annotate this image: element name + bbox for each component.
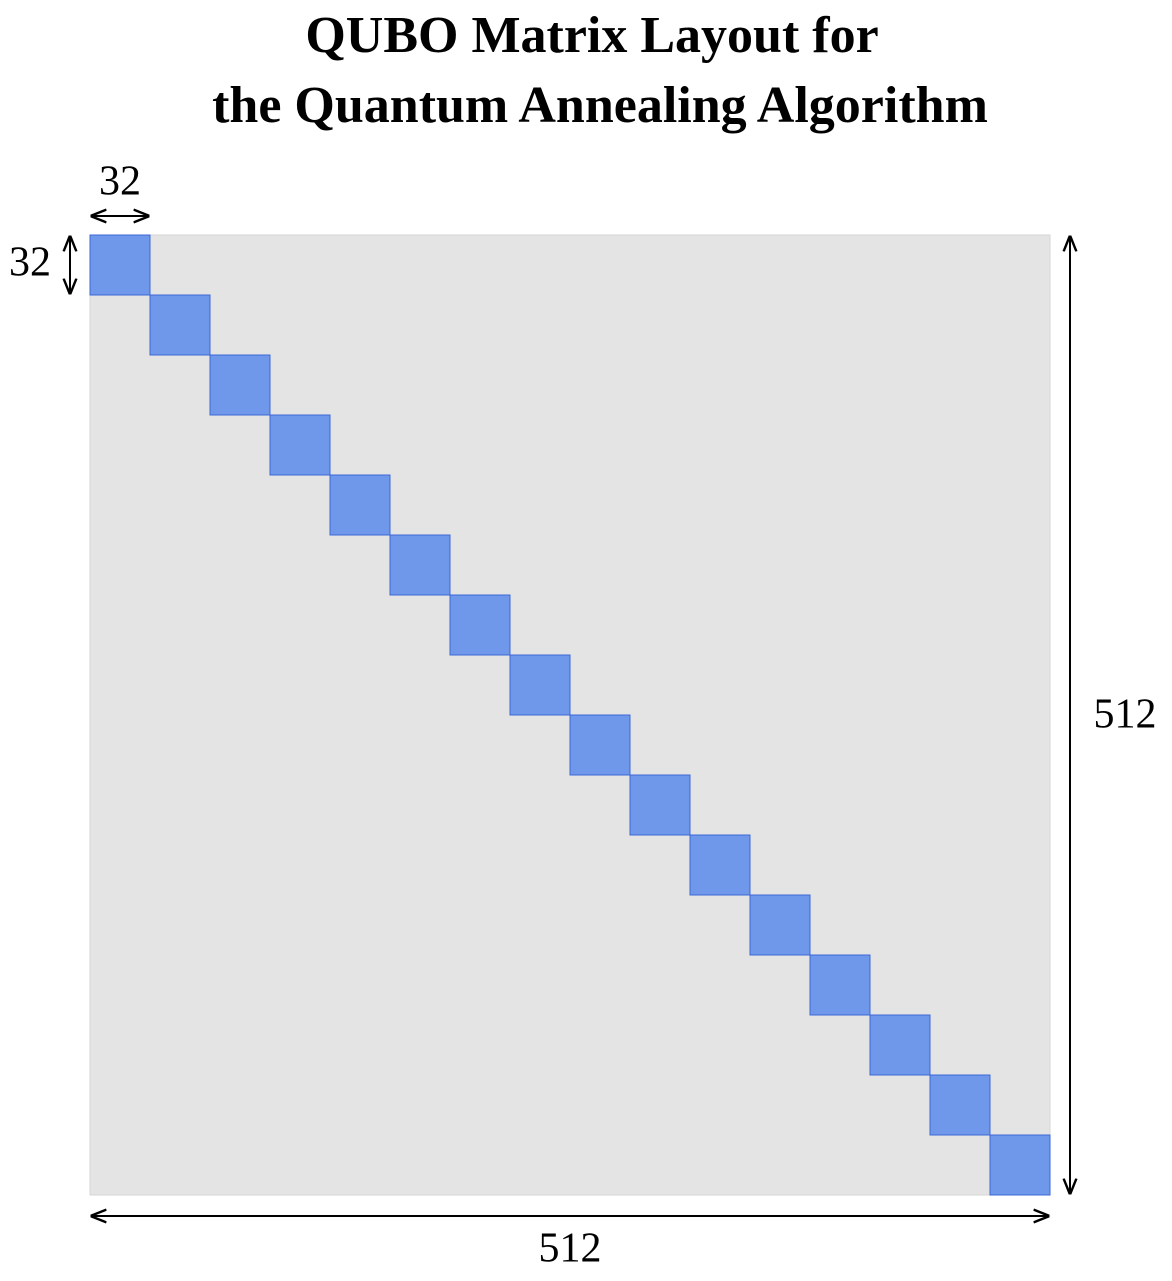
diagonal-block — [929, 1074, 991, 1136]
matrix-width-label: 512 — [539, 1226, 602, 1272]
title-line: QUBO Matrix Layout for — [305, 7, 878, 64]
diagonal-block — [509, 654, 571, 716]
diagonal-block — [449, 594, 511, 656]
diagonal-block — [89, 234, 151, 296]
diagonal-block — [329, 474, 391, 536]
diagonal-block — [569, 714, 631, 776]
diagonal-block — [989, 1134, 1051, 1196]
diagonal-block — [209, 354, 271, 416]
diagonal-block — [389, 534, 451, 596]
block-height-label: 32 — [9, 240, 51, 286]
diagonal-block — [149, 294, 211, 356]
diagonal-block — [269, 414, 331, 476]
block-width-label: 32 — [99, 159, 141, 205]
diagonal-block — [869, 1014, 931, 1076]
diagonal-block — [689, 834, 751, 896]
diagonal-block — [629, 774, 691, 836]
title-line: the Quantum Annealing Algorithm — [212, 77, 988, 134]
matrix — [89, 234, 1051, 1196]
matrix-height-label: 512 — [1094, 692, 1157, 738]
diagonal-block — [809, 954, 871, 1016]
diagonal-block — [749, 894, 811, 956]
